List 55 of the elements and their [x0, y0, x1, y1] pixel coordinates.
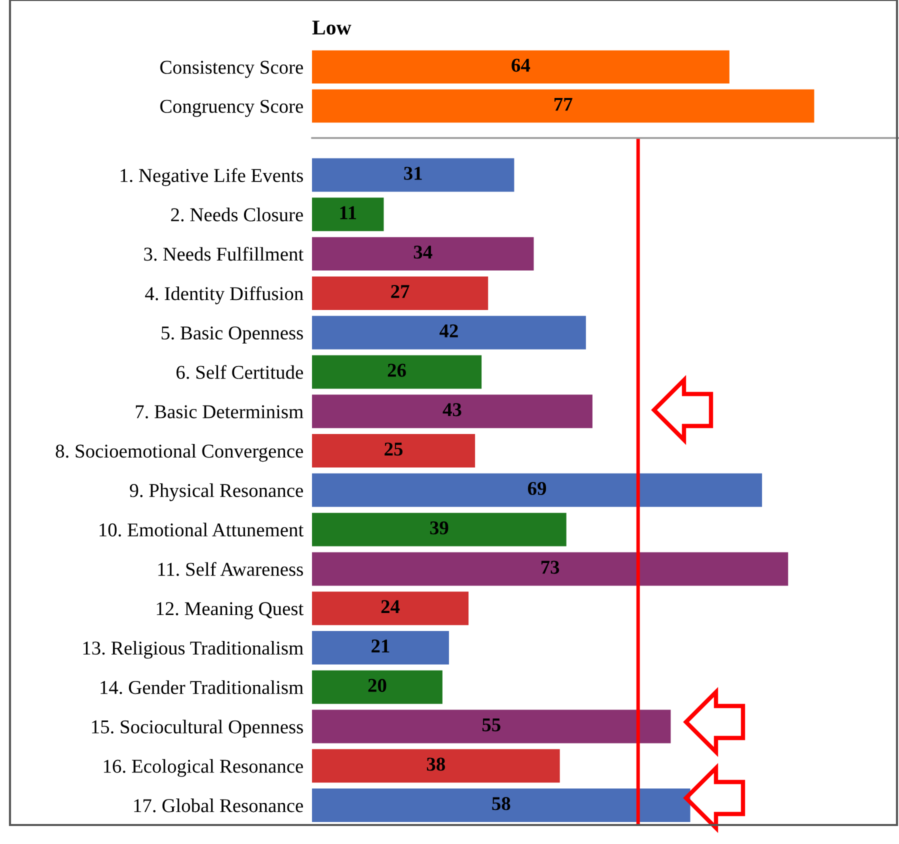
y-tick-label: 3. Needs Fulfillment — [144, 246, 304, 261]
y-tick-label: 15. Sociocultural Openness — [92, 720, 303, 738]
data-label: 38 — [426, 758, 445, 771]
data-label: 26 — [388, 364, 406, 377]
bar — [312, 158, 514, 192]
bar — [312, 592, 469, 626]
data-label: 31 — [404, 166, 422, 180]
y-tick-label: 4. Identity Diffusion — [145, 286, 304, 304]
bar — [312, 394, 592, 428]
data-label: 24 — [381, 600, 400, 614]
y-tick-label: 2. Needs Closure — [171, 208, 303, 222]
data-label: 73 — [541, 560, 560, 574]
y-tick-label: 17. Global Resonance — [134, 798, 303, 812]
y-tick-label: 6. Self Certitude — [176, 365, 303, 380]
data-label: 25 — [384, 442, 403, 456]
y-tick-label: Consistency Score — [160, 60, 303, 78]
data-label: 34 — [414, 246, 432, 259]
bar — [312, 552, 788, 586]
data-label: 55 — [482, 718, 500, 732]
data-label: 43 — [442, 403, 462, 416]
bar — [312, 237, 534, 271]
data-label: 77 — [554, 98, 572, 111]
y-tick-label: 1. Negative Life Events — [120, 168, 303, 186]
bar — [312, 276, 488, 310]
bar — [312, 630, 449, 664]
y-tick-label: 5. Basic Openness — [162, 326, 303, 344]
data-label: 27 — [391, 285, 410, 298]
y-tick-label: 7. Basic Determinism — [136, 405, 304, 418]
chart-title: Low — [312, 20, 352, 35]
y-tick-label: 12. Meaning Quest — [156, 602, 304, 620]
y-tick-label: 14. Gender Traditionalism — [100, 680, 304, 694]
bar — [312, 512, 566, 546]
data-label: 11 — [340, 206, 356, 220]
data-label: 58 — [492, 797, 510, 810]
y-tick-label: 16. Ecological Resonance — [104, 759, 303, 777]
data-label: 64 — [512, 58, 530, 72]
bar — [312, 434, 476, 468]
y-tick-label: 8. Socioemotional Convergence — [56, 444, 303, 462]
data-label: 39 — [430, 521, 448, 534]
bar — [312, 749, 560, 783]
y-tick-label: 10. Emotional Attunement — [100, 522, 304, 537]
bar — [312, 198, 384, 232]
bar — [312, 355, 482, 389]
y-tick-label: 9. Physical Resonance — [130, 483, 303, 502]
bar — [312, 316, 586, 350]
data-label: 21 — [372, 640, 390, 652]
data-label: 69 — [528, 482, 546, 496]
bar — [312, 710, 671, 744]
y-tick-label: Congruency Score — [160, 100, 303, 117]
data-label: 42 — [440, 324, 458, 338]
bar — [312, 473, 762, 507]
y-tick-label: 13. Religious Traditionalism — [83, 640, 304, 659]
bar — [312, 670, 442, 704]
data-label: 20 — [368, 678, 386, 692]
y-tick-label: 11. Self Awareness — [158, 562, 303, 576]
